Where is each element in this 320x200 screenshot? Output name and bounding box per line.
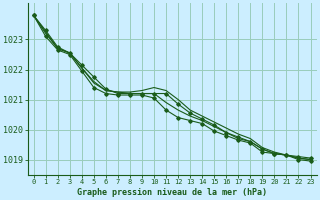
X-axis label: Graphe pression niveau de la mer (hPa): Graphe pression niveau de la mer (hPa) bbox=[77, 188, 267, 197]
